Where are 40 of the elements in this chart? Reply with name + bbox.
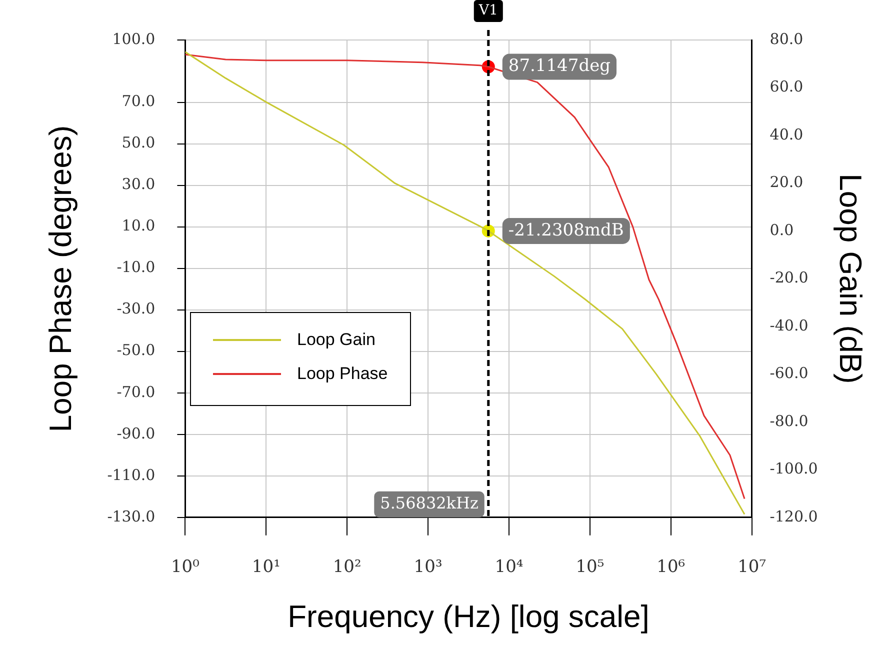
x-tick-label: 10⁴ <box>494 557 524 578</box>
x-axis-title: Frequency (Hz) [log scale] <box>288 598 650 634</box>
legend-label: Loop Phase <box>297 364 388 384</box>
y2-tick-label: 60.0 <box>770 78 804 96</box>
y2-tick-label: 80.0 <box>770 30 804 48</box>
y-tick-label: 30.0 <box>122 175 156 194</box>
y-tick-label: 100.0 <box>112 30 156 48</box>
x-tick-label: 10² <box>332 557 362 578</box>
annotation: 5.56832kHz <box>380 494 478 513</box>
x-tick-label: 10⁰ <box>170 557 200 578</box>
y-tick-label: -30.0 <box>116 300 156 318</box>
y-tick-label: -50.0 <box>116 341 156 360</box>
x-tick-label: 10³ <box>414 557 442 578</box>
y2-tick-label: -40.0 <box>770 316 808 334</box>
x-tick-label: 10⁶ <box>656 557 686 578</box>
annotation: -21.2308mdB <box>508 220 624 240</box>
y2-tick-label: 0.0 <box>770 220 794 239</box>
y-tick-label: -90.0 <box>116 424 156 442</box>
y2-tick-label: -120.0 <box>770 507 818 526</box>
x-tick-label: 10⁷ <box>738 557 766 578</box>
y2-tick-label: -80.0 <box>770 412 808 430</box>
y-tick-label: -10.0 <box>116 258 156 276</box>
data-label: 87.1147deg <box>508 56 611 76</box>
x-tick-label: 10¹ <box>252 557 280 578</box>
y-tick-label: 10.0 <box>122 216 156 235</box>
y-tick-label: -70.0 <box>116 382 156 401</box>
y-axis-title: Loop Phase (degrees) <box>43 125 78 432</box>
y2-tick-label: -60.0 <box>770 364 808 382</box>
y2-tick-label: 20.0 <box>770 173 804 192</box>
y-tick-label: 70.0 <box>122 92 156 110</box>
y2-tick-label: 40.0 <box>770 125 804 144</box>
y-tick-label: 50.0 <box>122 134 156 152</box>
y-tick-label: -110.0 <box>107 466 156 484</box>
y2-tick-label: -100.0 <box>770 460 818 478</box>
y-tick-label: -130.0 <box>107 507 156 526</box>
ref-line-label: V1 <box>478 2 498 19</box>
y2-tick-label: -20.0 <box>770 268 808 287</box>
y2-axis-title: Loop Gain (dB) <box>832 174 868 384</box>
x-tick-label: 10⁵ <box>576 557 604 578</box>
legend-label: Loop Gain <box>297 330 376 350</box>
